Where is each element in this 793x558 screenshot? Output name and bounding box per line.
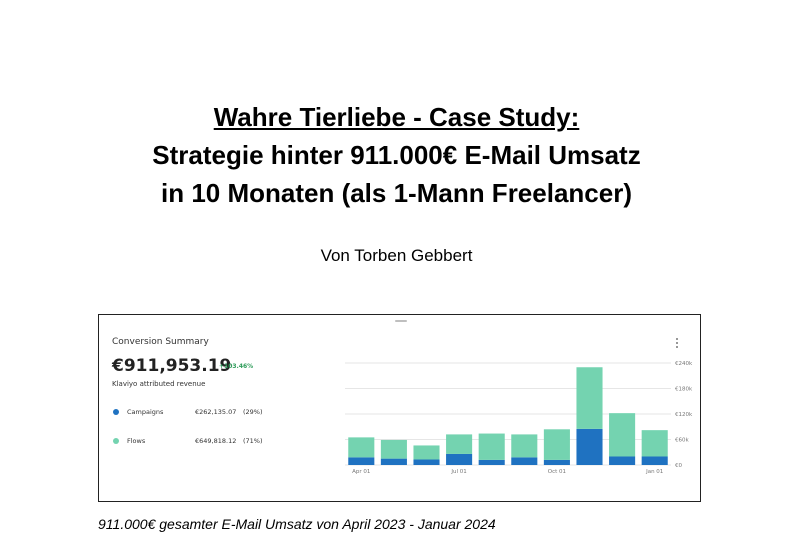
bar-campaigns — [576, 428, 603, 465]
bar-campaigns — [413, 459, 440, 465]
y-tick-label: €180k — [675, 387, 693, 393]
title-line-2: Strategie hinter 911.000€ E-Mail Umsatz — [152, 140, 641, 170]
bar-flows — [380, 439, 407, 459]
panel-title: Conversion Summary — [112, 337, 209, 347]
bar-campaigns — [641, 456, 668, 465]
change-badge: +103.46% — [219, 363, 254, 370]
x-tick-label: Oct 01 — [548, 469, 566, 475]
bar-flows — [511, 434, 538, 458]
author-line: Von Torben Gebbert — [320, 246, 473, 265]
bar-flows — [641, 430, 668, 457]
bar-flows — [543, 429, 570, 460]
y-tick-label: €240k — [675, 361, 693, 367]
bar-flows — [348, 437, 375, 458]
bar-flows — [478, 433, 505, 460]
bar-campaigns — [380, 458, 407, 465]
legend-amount: €262,135.07 — [195, 408, 237, 416]
legend-item-campaigns: Campaigns €262,135.07 (29%) — [113, 407, 273, 417]
legend-amount: €649,818.12 — [195, 437, 237, 445]
campaigns-dot-icon — [113, 409, 119, 415]
y-tick-label: €0 — [675, 463, 682, 469]
revenue-bar-chart: €0 €60k €120k €180k €240k Apr 01 Jul 01 Oct 01 J… — [345, 361, 693, 475]
page-title: Wahre Tierliebe - Case Study: Strategie … — [0, 98, 793, 212]
bar-campaigns — [446, 453, 473, 465]
bar-flows — [446, 434, 473, 454]
legend-label: Campaigns — [127, 408, 164, 416]
legend-item-flows: Flows €649,818.12 (71%) — [113, 436, 273, 446]
x-tick-label: Jan 01 — [645, 469, 663, 475]
more-vertical-icon — [675, 337, 679, 349]
drag-handle — [395, 320, 407, 322]
bar-flows — [576, 367, 603, 429]
conversion-summary-screenshot: Conversion Summary €911,953.19 +103.46% … — [98, 314, 701, 502]
legend-percent: (71%) — [243, 437, 263, 445]
legend-label: Flows — [127, 437, 146, 445]
total-revenue-value: €911,953.19 — [112, 356, 232, 376]
y-tick-label: €120k — [675, 412, 693, 418]
revenue-caption: Klaviyo attributed revenue — [112, 380, 206, 388]
title-line-1: Wahre Tierliebe - Case Study: — [213, 102, 580, 132]
legend-percent: (29%) — [243, 408, 263, 416]
x-tick-label: Apr 01 — [352, 469, 370, 475]
bar-campaigns — [511, 457, 538, 465]
image-caption: 911.000€ gesamter E-Mail Umsatz von Apri… — [98, 516, 496, 532]
bar-flows — [609, 413, 636, 457]
bar-campaigns — [543, 459, 570, 465]
bar-campaigns — [348, 457, 375, 465]
bar-campaigns — [609, 456, 636, 465]
flows-dot-icon — [113, 438, 119, 444]
title-line-3: in 10 Monaten (als 1-Mann Freelancer) — [160, 178, 632, 208]
x-tick-label: Jul 01 — [450, 469, 466, 475]
y-tick-label: €60k — [675, 438, 689, 444]
bar-campaigns — [478, 459, 505, 465]
bar-flows — [413, 445, 440, 460]
